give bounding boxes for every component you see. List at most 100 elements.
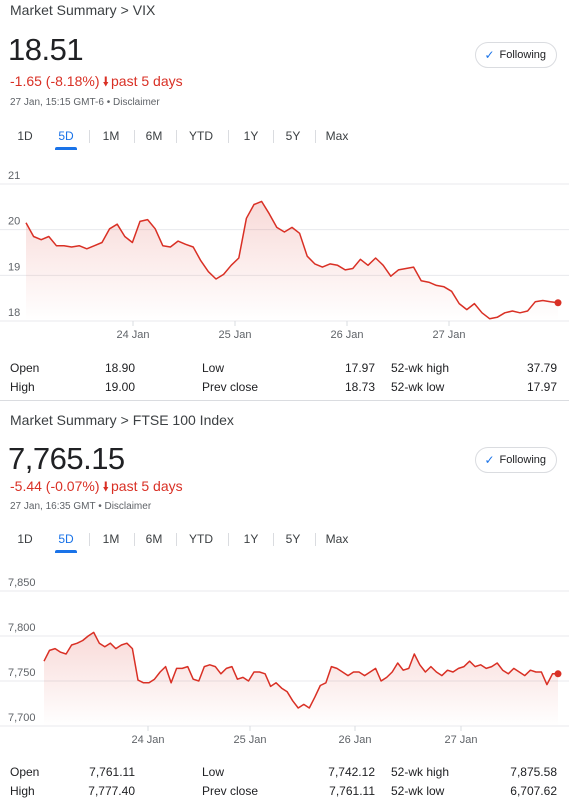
tab-6m[interactable]: 6M: [145, 532, 163, 546]
tab-ytd[interactable]: YTD: [189, 532, 213, 546]
x-tick-label: 25 Jan: [218, 329, 251, 338]
check-icon: ✓: [484, 453, 495, 467]
following-label: Following: [499, 49, 546, 61]
current-price: 18.51: [8, 32, 84, 67]
x-tick-label: 27 Jan: [432, 329, 465, 338]
tab-divider: [134, 533, 135, 546]
tab-1d[interactable]: 1D: [17, 129, 33, 143]
tab-divider: [89, 130, 90, 143]
stat-label: 52-wk high: [391, 361, 450, 375]
tab-1m[interactable]: 1M: [102, 532, 120, 546]
stat-label: 52-wk low: [391, 380, 445, 394]
tab-6m[interactable]: 6M: [145, 129, 163, 143]
change-value: -1.65 (-8.18%): [10, 73, 100, 89]
stat-value: 37.79: [526, 361, 557, 375]
stats-row: High 7,777.40 Prev close 7,761.11 52-wk …: [0, 784, 569, 800]
tab-divider: [228, 533, 229, 546]
tab-divider: [315, 533, 316, 546]
tab-5y[interactable]: 5Y: [285, 129, 301, 143]
change-period: past 5 days: [111, 73, 183, 89]
range-tabs: 1D 5D 1M 6M YTD 1Y 5Y Max: [0, 122, 569, 150]
stat-label: Low: [202, 765, 225, 779]
stat-label: 52-wk low: [391, 784, 445, 798]
breadcrumb-parent[interactable]: Market Summary: [10, 2, 117, 18]
stat-label: Open: [10, 765, 40, 779]
stat-label: Open: [10, 361, 40, 375]
y-tick-label: 19: [8, 261, 20, 273]
tab-max[interactable]: Max: [325, 129, 349, 143]
stat-value: 6,707.62: [510, 784, 557, 798]
stat-value: 18.90: [104, 361, 135, 375]
stats-row: Open 7,761.11 Low 7,742.12 52-wk high 7,…: [0, 765, 569, 783]
price-area: [26, 201, 558, 321]
y-tick-label: 7,750: [8, 667, 36, 679]
y-tick-label: 7,800: [8, 622, 36, 634]
y-tick-label: 7,850: [8, 577, 36, 589]
tab-5y[interactable]: 5Y: [285, 532, 301, 546]
stat-value: 7,875.58: [510, 765, 557, 779]
y-tick-label: 7,700: [8, 712, 36, 724]
timestamp-disclaimer: 27 Jan, 16:35 GMT • Disclaimer: [10, 501, 152, 512]
down-arrow-icon: 🠛: [102, 479, 109, 494]
x-tick-label: 25 Jan: [233, 734, 266, 746]
x-tick-label: 24 Jan: [131, 734, 164, 746]
stat-label: High: [10, 380, 35, 394]
price-change: -1.65 (-8.18%) 🠛 past 5 days: [10, 73, 183, 95]
check-icon: ✓: [484, 48, 495, 62]
price-area: [44, 632, 558, 726]
tab-ytd[interactable]: YTD: [189, 129, 213, 143]
breadcrumb-current: FTSE 100 Index: [132, 412, 234, 428]
ftse-panel: Market Summary > FTSE 100 Index 7,765.15 -…: [0, 400, 569, 800]
ftse-price-chart[interactable]: 7,850 7,800 7,750 7,700 24 Jan 25 Jan 26 Jan 27…: [0, 573, 569, 748]
tab-max[interactable]: Max: [325, 532, 349, 546]
current-point: [554, 670, 562, 678]
tab-5d[interactable]: 5D: [53, 122, 79, 150]
tab-divider: [89, 533, 90, 546]
x-tick-label: 27 Jan: [444, 734, 477, 746]
breadcrumb-parent[interactable]: Market Summary: [10, 412, 117, 428]
price-line: [43, 631, 558, 709]
y-tick-label: 21: [8, 170, 20, 182]
tab-divider: [134, 130, 135, 143]
vix-panel: Market Summary > VIX 18.51 -1.65 (-8.18%) 🠛…: [0, 2, 569, 394]
following-button[interactable]: ✓ Following: [475, 447, 557, 473]
stats-row: Open 18.90 Low 17.97 52-wk high 37.79: [0, 361, 569, 379]
breadcrumb-current: VIX: [132, 2, 156, 18]
change-period: past 5 days: [111, 478, 183, 494]
breadcrumb: Market Summary > VIX: [10, 2, 155, 18]
tab-divider: [176, 130, 177, 143]
tab-1y[interactable]: 1Y: [243, 532, 259, 546]
x-tick-label: 26 Jan: [338, 734, 371, 746]
vix-price-chart[interactable]: 21 20 19 18 24 Jan 25 Jan 26 Jan 27 Jan: [0, 168, 569, 338]
stat-value: 7,761.11: [329, 784, 375, 798]
stat-value: 17.97: [526, 380, 557, 394]
timestamp-disclaimer: 27 Jan, 15:15 GMT-6 • Disclaimer: [10, 97, 160, 108]
price-line: [25, 200, 559, 320]
y-tick-label: 18: [8, 307, 20, 319]
tab-divider: [273, 533, 274, 546]
stat-label: Prev close: [202, 380, 259, 394]
stat-value: 18.73: [344, 380, 375, 394]
stat-value: 7,742.12: [328, 765, 375, 779]
price-change: -5.44 (-0.07%) 🠛 past 5 days: [10, 478, 183, 500]
stat-value: 17.97: [344, 361, 375, 375]
current-point: [554, 299, 562, 307]
stat-value: 19.00: [104, 380, 135, 394]
tab-1m[interactable]: 1M: [102, 129, 120, 143]
following-button[interactable]: ✓ Following: [475, 42, 557, 68]
tab-1d[interactable]: 1D: [17, 532, 33, 546]
tab-1y[interactable]: 1Y: [243, 129, 259, 143]
y-tick-label: 20: [8, 216, 20, 228]
change-value: -5.44 (-0.07%): [10, 478, 100, 494]
stat-label: High: [10, 784, 35, 798]
stat-label: 52-wk high: [391, 765, 450, 779]
stat-value: 7,777.40: [88, 784, 135, 798]
breadcrumb: Market Summary > FTSE 100 Index: [10, 412, 234, 428]
stat-value: 7,761.11: [89, 765, 135, 779]
tab-5d[interactable]: 5D: [53, 525, 79, 553]
current-price: 7,765.15: [8, 441, 125, 476]
tab-divider: [315, 130, 316, 143]
breadcrumb-separator: >: [120, 2, 129, 18]
stat-label: Low: [202, 361, 225, 375]
tab-divider: [273, 130, 274, 143]
